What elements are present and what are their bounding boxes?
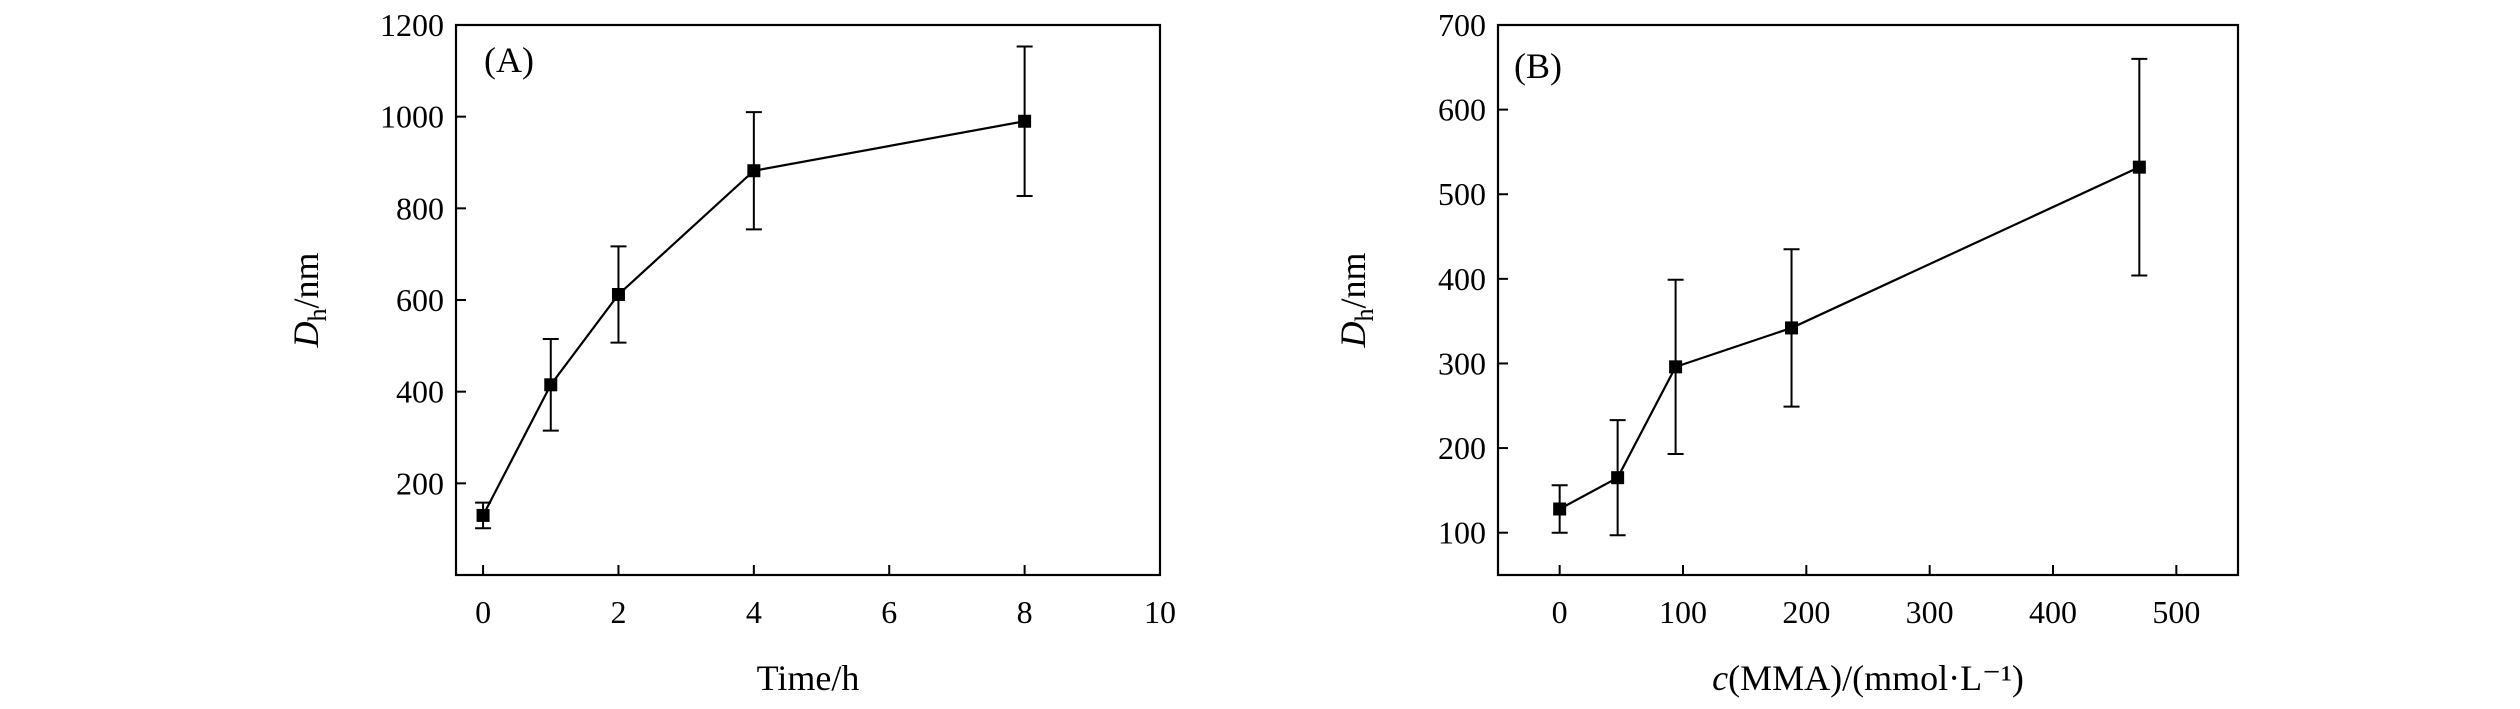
y-tick-label: 700 bbox=[1438, 7, 1486, 43]
y-tick-label: 600 bbox=[396, 282, 444, 318]
y-tick-label: 400 bbox=[1438, 261, 1486, 297]
data-point bbox=[476, 508, 490, 522]
y-axis-label: Dh/nm bbox=[286, 252, 332, 348]
x-tick-label: 100 bbox=[1659, 594, 1707, 630]
data-point bbox=[1018, 114, 1032, 128]
plot-frame bbox=[454, 23, 1162, 577]
panel-a-chart: 0 2 4 6 8 10 200 400 600 800 1000 1200 (A) Time/h Dh/n… bbox=[286, 7, 1176, 698]
data-point bbox=[1669, 360, 1683, 374]
y-axis-label: Dh/nm bbox=[1333, 252, 1379, 348]
y-tick-label: 1000 bbox=[380, 99, 444, 135]
y-tick-label: 300 bbox=[1438, 345, 1486, 381]
y-tick-label: 100 bbox=[1438, 515, 1486, 551]
x-tick-label: 8 bbox=[1017, 594, 1033, 630]
x-tick-label: 4 bbox=[746, 594, 762, 630]
y-tick-label: 500 bbox=[1438, 176, 1486, 212]
data-point bbox=[544, 378, 558, 392]
data-point bbox=[747, 164, 761, 178]
x-tick-label: 300 bbox=[1906, 594, 1954, 630]
y-tick-label: 1200 bbox=[380, 7, 444, 43]
x-axis-label: Time/h bbox=[757, 658, 860, 698]
series-line bbox=[1559, 166, 2140, 510]
x-axis-label: c(MMA)/(mmol·L⁻¹) bbox=[1712, 658, 2024, 698]
data-point bbox=[611, 288, 625, 301]
data-point bbox=[2132, 160, 2146, 174]
x-tick-label: 2 bbox=[610, 594, 626, 630]
x-tick-label: 500 bbox=[2152, 594, 2200, 630]
y-tick-label: 200 bbox=[396, 465, 444, 501]
x-tick-label: 0 bbox=[475, 594, 491, 630]
data-point bbox=[1785, 321, 1799, 335]
x-tick-label: 400 bbox=[2029, 594, 2077, 630]
plot-frame bbox=[1496, 23, 2240, 577]
x-tick-label: 10 bbox=[1144, 594, 1176, 630]
y-tick-label: 400 bbox=[396, 374, 444, 410]
x-tick-label: 200 bbox=[1782, 594, 1830, 630]
panel-b-chart: 0 100 200 300 400 500 100 200 300 400 500 600 700 (B)… bbox=[1333, 7, 2240, 698]
y-tick-label: 200 bbox=[1438, 430, 1486, 466]
x-tick-label: 0 bbox=[1552, 594, 1568, 630]
data-point bbox=[1553, 502, 1567, 516]
panel-label: (B) bbox=[1514, 46, 1562, 86]
panel-label: (A) bbox=[484, 40, 534, 80]
y-tick-label: 800 bbox=[396, 190, 444, 226]
data-point bbox=[1611, 471, 1625, 485]
x-tick-label: 6 bbox=[881, 594, 897, 630]
y-tick-label: 600 bbox=[1438, 92, 1486, 128]
